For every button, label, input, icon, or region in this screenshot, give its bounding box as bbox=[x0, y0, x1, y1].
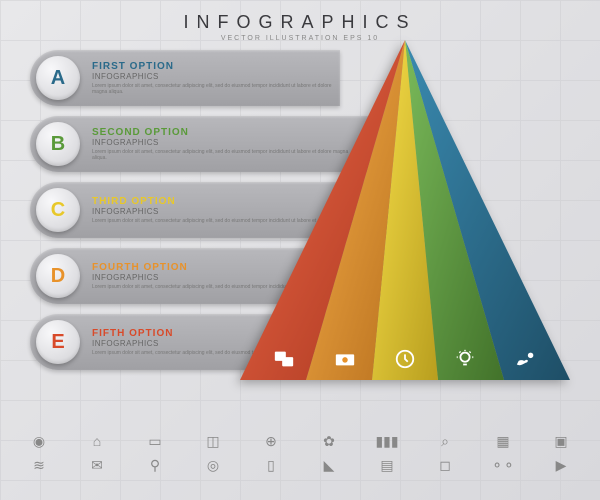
letter-a: A bbox=[51, 67, 65, 90]
triangle-icons bbox=[240, 346, 570, 372]
letter-circle-d: D bbox=[36, 254, 80, 298]
wifi-icon: ◉ bbox=[30, 432, 48, 450]
card-icon: ▭ bbox=[146, 432, 164, 450]
letter-circle-a: A bbox=[36, 56, 80, 100]
bars-icon: ▮▮▮ bbox=[378, 432, 396, 450]
play-icon: ▶ bbox=[552, 456, 570, 474]
icon-row-1: ◉ ⌂ ▭ ◫ ⊕ ✿ ▮▮▮ ⌕ ▦ ▣ bbox=[30, 432, 570, 450]
letter-circle-e: E bbox=[36, 320, 80, 364]
chat-icon bbox=[271, 346, 297, 372]
letter-circle-b: B bbox=[36, 122, 80, 166]
triangle-svg bbox=[240, 40, 570, 380]
letter-b: B bbox=[51, 133, 65, 156]
wave-icon: ≋ bbox=[30, 456, 48, 474]
doc-icon: ▤ bbox=[378, 456, 396, 474]
layered-triangle bbox=[240, 40, 570, 380]
bulb-icon bbox=[452, 346, 478, 372]
globe-icon: ⊕ bbox=[262, 432, 280, 450]
search-icon: ⌕ bbox=[436, 432, 454, 450]
cart-icon: ▣ bbox=[552, 432, 570, 450]
gear-icon: ✿ bbox=[320, 432, 338, 450]
letter-c: C bbox=[51, 199, 65, 222]
main-title: INFOGRAPHICS bbox=[0, 12, 600, 33]
pin-icon: ⚲ bbox=[146, 456, 164, 474]
money-icon bbox=[332, 346, 358, 372]
chat2-icon: ◻ bbox=[436, 456, 454, 474]
hand-icon bbox=[513, 346, 539, 372]
letter-e: E bbox=[51, 331, 64, 354]
clock-icon bbox=[392, 346, 418, 372]
bottom-icon-grid: ◉ ⌂ ▭ ◫ ⊕ ✿ ▮▮▮ ⌕ ▦ ▣ ≋ ✉ ⚲ ◎ ▯ ◣ ▤ ◻ ⚬⚬… bbox=[30, 432, 570, 480]
tag-icon: ◣ bbox=[320, 456, 338, 474]
letter-circle-c: C bbox=[36, 188, 80, 232]
target-icon: ◎ bbox=[204, 456, 222, 474]
share-icon: ⚬⚬ bbox=[494, 456, 512, 474]
mail-icon: ✉ bbox=[88, 456, 106, 474]
chart-icon: ◫ bbox=[204, 432, 222, 450]
calendar-icon: ▦ bbox=[494, 432, 512, 450]
letter-d: D bbox=[51, 265, 65, 288]
home-icon: ⌂ bbox=[88, 432, 106, 450]
infographic-main: A FIRST OPTION INFOGRAPHICS Lorem ipsum … bbox=[30, 50, 570, 390]
phone-icon: ▯ bbox=[262, 456, 280, 474]
icon-row-2: ≋ ✉ ⚲ ◎ ▯ ◣ ▤ ◻ ⚬⚬ ▶ bbox=[30, 456, 570, 474]
